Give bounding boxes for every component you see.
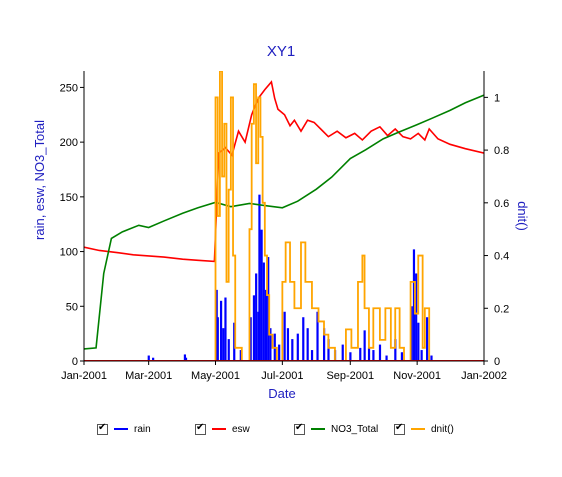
bar	[233, 322, 236, 361]
series-esw	[84, 80, 484, 263]
series-line	[84, 71, 484, 361]
plot-area	[84, 71, 484, 361]
y-axis-left-label: rain, esw, NO3_Total	[32, 120, 47, 240]
bar	[430, 355, 433, 361]
bar	[252, 295, 256, 361]
bar	[385, 355, 388, 361]
legend-label-rain: rain	[134, 423, 151, 435]
bar	[278, 344, 281, 361]
y-axis-right: 0 0.2 0.4 0.6 0.8 1	[483, 71, 509, 368]
x-tick-label: Jan-2001	[61, 370, 107, 382]
y-right-tick-label: 0.4	[494, 251, 509, 263]
bar	[349, 352, 352, 361]
x-tick-label: Nov-2001	[393, 370, 441, 382]
series-line	[84, 80, 484, 263]
bar	[296, 333, 299, 361]
y-left-tick-label: 0	[72, 356, 78, 368]
bar	[341, 344, 344, 361]
bar	[258, 194, 261, 361]
x-tick-label: Jul-2001	[261, 370, 303, 382]
y-right-tick-label: 0.6	[494, 198, 509, 210]
bar	[426, 317, 429, 361]
bar	[302, 317, 305, 361]
bar	[262, 262, 265, 361]
bar	[306, 328, 309, 361]
y-right-tick-label: 1	[494, 92, 500, 104]
bar	[316, 311, 319, 361]
bar	[417, 322, 420, 361]
legend-label-no3-total: NO3_Total	[331, 423, 379, 435]
bar	[286, 328, 290, 361]
bar	[269, 328, 272, 361]
x-tick-label: Sep-2001	[326, 370, 374, 382]
legend-swatch-esw	[212, 428, 226, 430]
y-right-tick-label: 0.2	[494, 303, 509, 315]
x-tick-label: Mar-2001	[125, 370, 172, 382]
x-tick-label: May-2001	[191, 370, 240, 382]
bar	[283, 311, 286, 361]
bar	[239, 350, 242, 361]
bar	[264, 289, 268, 361]
bar	[184, 357, 188, 361]
y-left-tick-label: 100	[60, 247, 78, 259]
bar	[412, 249, 416, 361]
bar	[378, 344, 382, 361]
legend-swatch-rain	[114, 428, 128, 430]
checkbox-icon[interactable]	[294, 422, 305, 435]
bar	[152, 357, 155, 361]
bar	[249, 317, 252, 361]
bar	[420, 350, 423, 361]
bar	[359, 347, 362, 361]
bar	[415, 273, 418, 361]
x-axis-label: Date	[268, 386, 295, 401]
bar	[323, 328, 326, 361]
bar	[260, 229, 263, 361]
legend-label-esw: esw	[232, 423, 250, 435]
chart-title: XY1	[267, 43, 295, 60]
bar	[227, 339, 230, 361]
bar	[394, 339, 397, 361]
bar	[147, 355, 150, 361]
y-right-tick-label: 0.8	[494, 145, 509, 157]
bar	[400, 352, 404, 361]
bar	[224, 297, 227, 361]
y-left-tick-label: 250	[60, 82, 78, 94]
bar	[216, 317, 219, 361]
bar	[410, 306, 413, 361]
legend: rain esw NO3_Total dnit()	[0, 418, 562, 440]
bar	[327, 339, 330, 361]
bar	[310, 350, 314, 361]
y-right-tick-label: 0	[494, 356, 500, 368]
legend-item-no3-total[interactable]: NO3_Total	[294, 421, 378, 437]
x-tick-label: Jan-2002	[461, 370, 507, 382]
checkbox-icon[interactable]	[195, 422, 206, 435]
y-left-tick-label: 50	[66, 301, 78, 313]
legend-swatch-dnit	[411, 428, 425, 430]
bar	[255, 273, 258, 361]
y-axis-right-label: dnit()	[515, 201, 530, 231]
checkbox-icon[interactable]	[97, 422, 108, 435]
bar	[363, 330, 366, 361]
y-left-tick-label: 200	[60, 137, 78, 149]
bar	[222, 328, 225, 361]
chart: XY1 Jan-2001 Mar-2001 May-2001 Jul-2001 Sep-…	[32, 43, 530, 401]
legend-label-dnit: dnit()	[431, 423, 454, 435]
legend-item-rain[interactable]: rain	[97, 421, 151, 437]
bar	[291, 339, 294, 361]
legend-item-esw[interactable]: esw	[195, 421, 250, 437]
y-axis-left: 0 50 100 150 200 250	[60, 71, 85, 368]
checkbox-icon[interactable]	[394, 422, 405, 435]
legend-item-dnit[interactable]: dnit()	[394, 421, 454, 437]
legend-swatch-no3-total	[311, 428, 325, 430]
x-axis: Jan-2001 Mar-2001 May-2001 Jul-2001 Sep-2001…	[61, 360, 507, 382]
series-dnit-	[84, 71, 484, 361]
bar	[267, 257, 270, 361]
y-left-tick-label: 150	[60, 192, 78, 204]
series-rain	[147, 194, 433, 361]
bar	[367, 347, 371, 361]
bar	[372, 350, 375, 361]
bar	[219, 300, 223, 361]
